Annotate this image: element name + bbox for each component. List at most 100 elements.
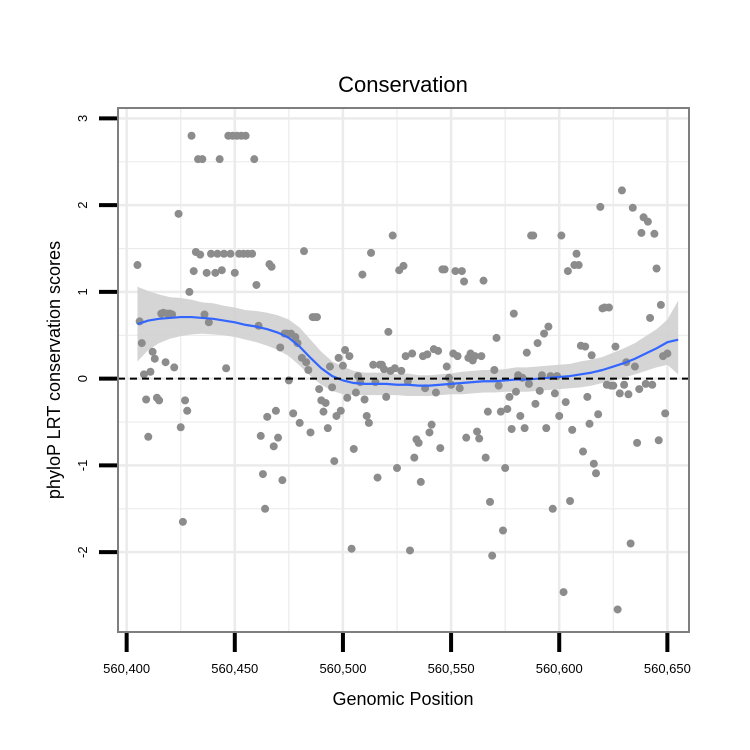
- data-point: [648, 380, 657, 389]
- data-point: [617, 186, 626, 195]
- data-point: [155, 396, 164, 405]
- data-point: [460, 277, 469, 286]
- data-point: [555, 411, 564, 420]
- data-point: [252, 280, 261, 289]
- data-point: [652, 264, 661, 273]
- data-point: [261, 504, 270, 513]
- data-point: [176, 423, 185, 432]
- data-point: [663, 349, 672, 358]
- data-point: [338, 361, 347, 370]
- data-point: [503, 405, 512, 414]
- data-point: [633, 438, 642, 447]
- data-point: [187, 131, 196, 140]
- data-point: [213, 249, 222, 258]
- x-tick-label: 560,600: [536, 661, 583, 676]
- data-point: [643, 217, 652, 226]
- data-point: [390, 364, 399, 373]
- y-tick-label: 1: [75, 288, 90, 295]
- data-point: [349, 444, 358, 453]
- data-point: [230, 268, 239, 277]
- data-point: [397, 366, 406, 375]
- data-point: [568, 425, 577, 434]
- data-point: [345, 352, 354, 361]
- data-point: [492, 333, 501, 342]
- data-point: [289, 409, 298, 418]
- data-point: [416, 477, 425, 486]
- data-point: [133, 261, 142, 270]
- data-point: [198, 155, 207, 164]
- data-point: [434, 346, 443, 355]
- data-point: [393, 464, 402, 473]
- x-tick-label: 560,550: [428, 661, 475, 676]
- data-point: [181, 396, 190, 405]
- data-point: [189, 267, 198, 276]
- confidence-band: [137, 286, 679, 397]
- data-point: [501, 464, 510, 473]
- y-tick-label: -2: [75, 546, 90, 558]
- data-point: [343, 393, 352, 402]
- data-point: [258, 470, 267, 479]
- data-point: [146, 367, 155, 376]
- chart-title: Conservation: [338, 72, 468, 97]
- y-tick-label: -1: [75, 460, 90, 472]
- data-point: [581, 342, 590, 351]
- data-point: [367, 248, 376, 257]
- data-point: [609, 381, 618, 390]
- data-point: [641, 379, 650, 388]
- data-point: [226, 249, 235, 258]
- data-point: [388, 231, 397, 240]
- data-point: [522, 348, 531, 357]
- data-point: [200, 310, 209, 319]
- data-point: [263, 412, 272, 421]
- data-point: [202, 268, 211, 277]
- data-point: [624, 390, 633, 399]
- data-point: [585, 419, 594, 428]
- data-point: [150, 354, 159, 363]
- data-point: [615, 389, 624, 398]
- data-point: [362, 411, 371, 420]
- data-point: [524, 379, 533, 388]
- data-point: [250, 155, 259, 164]
- data-point: [496, 407, 505, 416]
- y-tick-label: 2: [75, 202, 90, 209]
- data-point: [544, 322, 553, 331]
- x-axis-label: Genomic Position: [332, 689, 473, 709]
- data-point: [477, 352, 486, 361]
- data-point: [507, 424, 516, 433]
- data-point: [579, 447, 588, 456]
- data-point: [137, 339, 146, 348]
- data-point: [300, 247, 309, 256]
- data-point: [148, 347, 157, 356]
- data-point: [267, 262, 276, 271]
- data-point: [215, 155, 224, 164]
- data-point: [490, 366, 499, 374]
- data-point: [315, 385, 324, 394]
- data-point: [196, 250, 205, 259]
- data-point: [516, 411, 525, 420]
- data-point: [572, 249, 581, 258]
- data-point: [574, 261, 583, 270]
- data-point: [380, 365, 389, 374]
- y-tick-label: 0: [75, 375, 90, 382]
- data-point: [646, 313, 655, 322]
- data-point: [323, 424, 332, 433]
- data-point: [325, 362, 334, 371]
- data-point: [494, 381, 503, 390]
- data-point: [453, 352, 462, 361]
- data-point: [451, 267, 460, 276]
- data-point: [373, 473, 382, 482]
- data-point: [410, 453, 419, 462]
- data-point: [604, 303, 613, 312]
- data-point: [312, 313, 321, 322]
- data-point: [542, 424, 551, 433]
- data-point: [185, 287, 194, 296]
- data-point: [473, 427, 482, 436]
- data-point: [533, 339, 542, 348]
- y-axis-label: phyloP LRT conservation scores: [44, 241, 64, 499]
- data-point: [351, 388, 360, 397]
- data-point: [271, 406, 280, 415]
- data-point: [557, 231, 566, 240]
- data-point: [425, 428, 434, 437]
- data-point: [481, 453, 490, 462]
